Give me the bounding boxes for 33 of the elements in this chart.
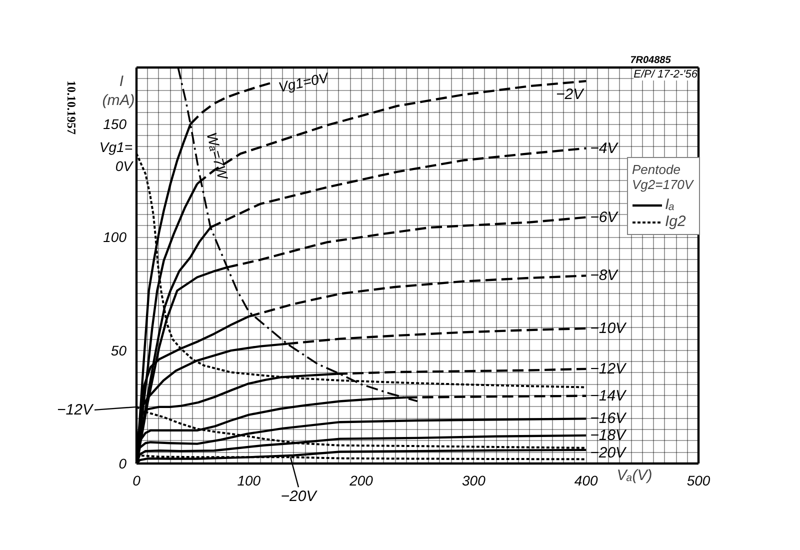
x-axis-title: Vₐ(V) bbox=[616, 467, 652, 484]
text: 10.10.1957 bbox=[64, 80, 78, 134]
x-tick-label: 200 bbox=[348, 472, 374, 488]
annotation: Vg1= 0V bbox=[99, 138, 134, 174]
y-tick-label: 0 bbox=[118, 456, 127, 472]
y-axis-title: I (mA) bbox=[102, 73, 135, 109]
annotation: −20V bbox=[280, 488, 318, 506]
annotation: E/P/ 17-2-'56 bbox=[634, 68, 698, 80]
legend-label: Ig2 bbox=[665, 213, 687, 230]
legend-label: Iₐ bbox=[665, 196, 676, 214]
annotation: Vg1=0V bbox=[277, 69, 332, 96]
annotation: −18V bbox=[590, 426, 628, 444]
annotation: −12V bbox=[590, 360, 628, 378]
annotation: −10V bbox=[590, 320, 628, 337]
annotation: −14V bbox=[590, 387, 628, 404]
annotation: −20V bbox=[590, 444, 628, 462]
y-tick-label: 100 bbox=[103, 229, 127, 246]
y-tick-label: 50 bbox=[110, 342, 127, 358]
x-tick-label: 300 bbox=[462, 472, 486, 488]
x-tick-label: 100 bbox=[237, 472, 261, 488]
x-tick-label: 500 bbox=[686, 472, 710, 488]
legend-title: Pentode Vg2=170V bbox=[632, 162, 695, 192]
annotation: −2V bbox=[556, 86, 586, 104]
text: 7R04885 bbox=[630, 55, 672, 66]
annotation: Wₐ=7W bbox=[204, 130, 232, 182]
annotation: −6V bbox=[590, 208, 620, 226]
annotation: −12V bbox=[57, 401, 94, 418]
annotation: −16V bbox=[590, 410, 628, 428]
x-tick-label: 400 bbox=[574, 472, 598, 488]
y-tick-label: 150 bbox=[103, 116, 127, 132]
annotation: −4V bbox=[590, 140, 620, 157]
annotation: −8V bbox=[590, 267, 620, 284]
x-tick-label: 0 bbox=[132, 472, 141, 488]
